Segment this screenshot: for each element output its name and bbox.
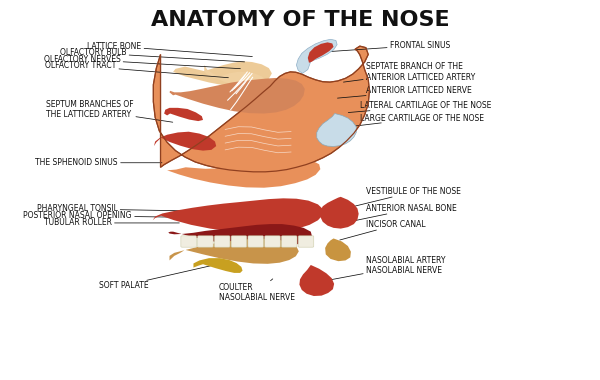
Polygon shape (170, 78, 305, 114)
Text: VESTIBULE OF THE NOSE: VESTIBULE OF THE NOSE (355, 187, 461, 206)
Polygon shape (193, 258, 242, 273)
FancyBboxPatch shape (197, 236, 213, 247)
Text: LATTICE BONE: LATTICE BONE (87, 42, 253, 57)
FancyBboxPatch shape (231, 236, 247, 247)
Text: TUBULAR ROLLER: TUBULAR ROLLER (44, 218, 179, 228)
Polygon shape (154, 132, 216, 150)
Text: OLFACTORY TRACT: OLFACTORY TRACT (45, 61, 229, 78)
Polygon shape (164, 108, 203, 121)
Text: OLFACTORY NERVES: OLFACTORY NERVES (44, 55, 241, 69)
Polygon shape (153, 198, 323, 233)
FancyBboxPatch shape (281, 236, 297, 247)
Text: COULTER
NASOLABIAL NERVE: COULTER NASOLABIAL NERVE (219, 279, 295, 302)
FancyBboxPatch shape (248, 236, 263, 247)
Polygon shape (320, 197, 359, 229)
Polygon shape (299, 265, 334, 296)
Polygon shape (154, 46, 370, 172)
Text: ANATOMY OF THE NOSE: ANATOMY OF THE NOSE (151, 10, 449, 30)
Text: FRONTAL SINUS: FRONTAL SINUS (323, 41, 450, 52)
Text: SEPTATE BRANCH OF THE
ANTERIOR LATTICED ARTERY: SEPTATE BRANCH OF THE ANTERIOR LATTICED … (343, 62, 475, 82)
Text: OLFACTORY BULB: OLFACTORY BULB (60, 48, 245, 62)
Text: ANTERIOR NASAL BONE: ANTERIOR NASAL BONE (348, 204, 457, 222)
Polygon shape (167, 158, 320, 188)
Polygon shape (308, 42, 334, 63)
FancyBboxPatch shape (265, 236, 280, 247)
Polygon shape (325, 239, 351, 261)
Text: PHARYNGEAL TONSIL: PHARYNGEAL TONSIL (37, 204, 182, 214)
Text: NASOLABIAL ARTERY
NASOLABIAL NERVE: NASOLABIAL ARTERY NASOLABIAL NERVE (331, 256, 445, 280)
Text: LARGE CARTILAGE OF THE NOSE: LARGE CARTILAGE OF THE NOSE (348, 114, 484, 127)
Polygon shape (170, 239, 299, 264)
Polygon shape (204, 65, 268, 90)
Text: POSTERIOR NASAL OPENING: POSTERIOR NASAL OPENING (23, 211, 181, 220)
Polygon shape (296, 39, 337, 73)
Polygon shape (173, 61, 272, 86)
Polygon shape (169, 224, 312, 247)
Text: ANTERIOR LATTICED NERVE: ANTERIOR LATTICED NERVE (337, 86, 472, 98)
Text: THE SPHENOID SINUS: THE SPHENOID SINUS (35, 158, 162, 167)
Text: LATERAL CARTILAGE OF THE NOSE: LATERAL CARTILAGE OF THE NOSE (348, 101, 491, 112)
Text: SEPTUM BRANCHES OF
THE LATTICED ARTERY: SEPTUM BRANCHES OF THE LATTICED ARTERY (46, 100, 173, 122)
FancyBboxPatch shape (298, 236, 314, 247)
FancyBboxPatch shape (214, 236, 230, 247)
Text: SOFT PALATE: SOFT PALATE (100, 264, 217, 290)
Text: INCISOR CANAL: INCISOR CANAL (340, 220, 425, 240)
FancyBboxPatch shape (181, 236, 196, 247)
Polygon shape (317, 114, 356, 146)
